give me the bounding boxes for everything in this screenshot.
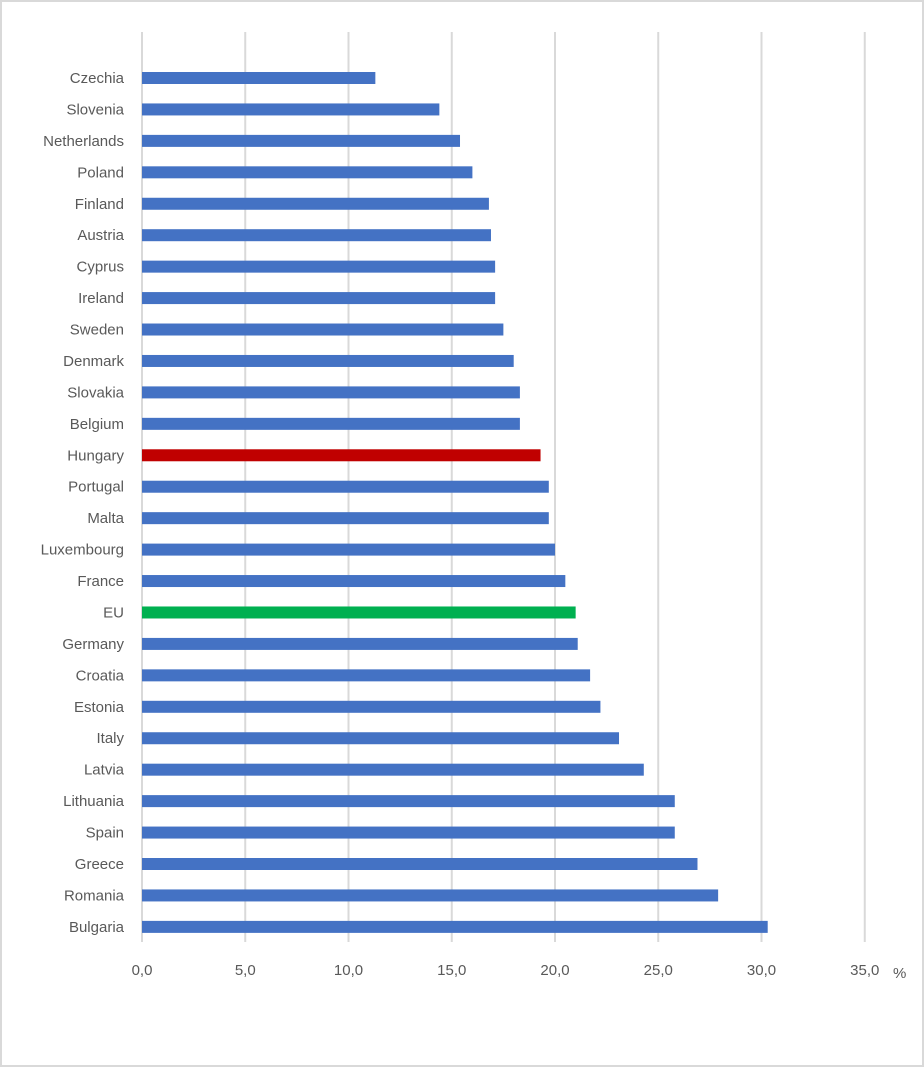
gridlines xyxy=(141,32,866,942)
bar-luxembourg xyxy=(142,543,555,556)
x-tick-label: 30,0 xyxy=(747,962,776,979)
bar-czechia xyxy=(142,72,376,84)
bar-portugal xyxy=(142,480,549,493)
bars xyxy=(142,72,768,933)
bar-slovakia xyxy=(142,386,520,399)
category-label: Czechia xyxy=(70,70,125,87)
x-tick-labels: 0,0 5,0 10,0 15,0 20,0 25,0 30,0 35,0 xyxy=(132,962,880,979)
bar-sweden xyxy=(142,323,504,336)
bar-greece xyxy=(142,858,698,870)
category-label: Cyprus xyxy=(76,259,124,276)
category-label: Sweden xyxy=(70,322,124,339)
category-label: Italy xyxy=(96,730,124,747)
bar-latvia xyxy=(142,763,644,776)
category-label: Greece xyxy=(75,856,124,873)
bar-lithuania xyxy=(142,795,675,808)
x-tick-label: 0,0 xyxy=(132,962,153,979)
bar-slovenia xyxy=(142,103,440,116)
bar-romania xyxy=(142,889,719,902)
bar-austria xyxy=(142,229,491,242)
bar-ireland xyxy=(142,292,496,305)
bar-belgium xyxy=(142,417,520,430)
category-label: Lithuania xyxy=(63,793,125,810)
category-label: EU xyxy=(103,604,124,621)
bar-finland xyxy=(142,197,489,210)
category-label: Spain xyxy=(86,825,124,842)
category-label: Poland xyxy=(77,164,124,181)
category-label: Finland xyxy=(75,196,124,213)
bar-estonia xyxy=(142,700,601,713)
x-tick-label: 20,0 xyxy=(540,962,569,979)
bar-croatia xyxy=(142,669,591,682)
x-tick-label: 10,0 xyxy=(334,962,363,979)
category-label: Denmark xyxy=(63,353,124,370)
bar-malta xyxy=(142,512,549,525)
bar-denmark xyxy=(142,354,514,367)
x-tick-label: 35,0 xyxy=(850,962,879,979)
category-label: Croatia xyxy=(76,667,125,684)
bar-france xyxy=(142,575,566,588)
category-label: Portugal xyxy=(68,479,124,496)
category-label: Bulgaria xyxy=(69,919,125,936)
category-label: Hungary xyxy=(67,447,124,464)
x-tick-label: 5,0 xyxy=(235,962,256,979)
bar-bulgaria xyxy=(142,920,768,933)
category-label: Germany xyxy=(62,636,124,653)
category-label: Estonia xyxy=(74,699,125,716)
bar-spain xyxy=(142,826,675,839)
category-label: France xyxy=(77,573,124,590)
x-tick-label: 25,0 xyxy=(644,962,673,979)
category-label: Latvia xyxy=(84,762,125,779)
category-label: Slovakia xyxy=(67,384,124,401)
bar-poland xyxy=(142,166,473,179)
category-label: Romania xyxy=(64,887,125,904)
bar-eu xyxy=(142,606,576,619)
bar-netherlands xyxy=(142,134,461,147)
x-tick-label: 15,0 xyxy=(437,962,466,979)
category-label: Belgium xyxy=(70,416,124,433)
bar-cyprus xyxy=(142,260,496,273)
bar-italy xyxy=(142,732,620,745)
bar-hungary xyxy=(142,449,541,462)
category-label: Netherlands xyxy=(43,133,124,150)
category-labels: Czechia Slovenia Netherlands Poland Finland A… xyxy=(41,70,125,936)
category-label: Slovenia xyxy=(66,101,124,118)
x-axis-unit-label: % xyxy=(893,965,906,982)
category-label: Malta xyxy=(87,510,124,527)
bar-germany xyxy=(142,637,578,650)
category-label: Ireland xyxy=(78,290,124,307)
category-label: Luxembourg xyxy=(41,542,124,559)
category-label: Austria xyxy=(77,227,124,244)
